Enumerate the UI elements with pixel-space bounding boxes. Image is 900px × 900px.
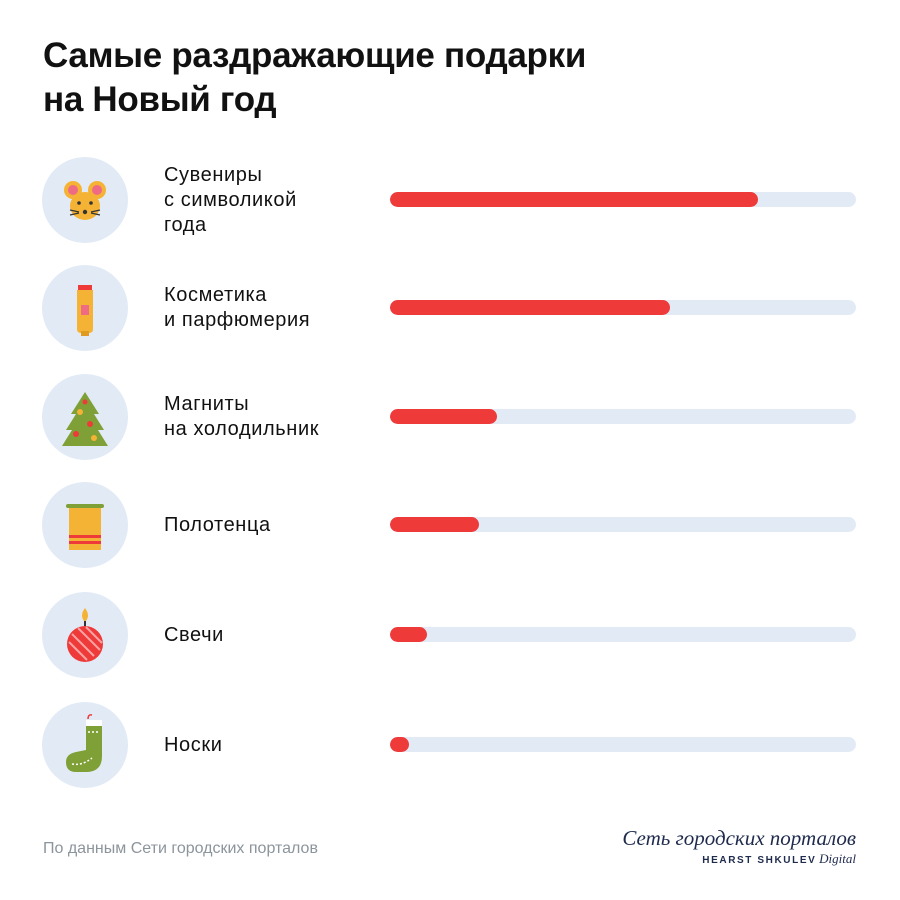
icon-circle <box>42 592 128 678</box>
bar-label: Носки <box>164 733 223 756</box>
logo-brand: HEARST SHKULEV <box>702 855 817 866</box>
icon-circle <box>42 482 128 568</box>
bar <box>390 300 670 315</box>
sock-icon <box>66 714 102 772</box>
towel-icon <box>66 504 104 550</box>
bar-label: Полотенца <box>164 513 271 536</box>
bar-row: Сувениры с символикой года <box>0 145 900 255</box>
cream-tube-icon <box>77 285 93 336</box>
logo-main-text: Сеть городских порталов <box>622 826 856 850</box>
bar-row: Свечи <box>0 580 900 690</box>
bar <box>390 409 498 424</box>
bar-track <box>390 737 856 752</box>
bar-row: Косметика и парфюмерия <box>0 253 900 363</box>
bar <box>390 737 409 752</box>
bar-row: Полотенца <box>0 470 900 580</box>
bar-row: Магниты на холодильник <box>0 362 900 472</box>
bar <box>390 192 759 207</box>
bar-label: Магниты на холодильник <box>164 393 320 440</box>
bar-track <box>390 300 856 315</box>
mouse-icon <box>64 181 106 220</box>
bar <box>390 627 428 642</box>
christmas-tree-icon <box>62 392 108 446</box>
source-note: По данным Сети городских порталов <box>43 840 318 857</box>
logo-sub: HEARST SHKULEV Digital <box>622 852 856 868</box>
candle-icon <box>67 608 103 662</box>
bar-track <box>390 192 856 207</box>
bar-label: Косметика и парфюмерия <box>164 284 311 331</box>
bar-label: Свечи <box>164 623 224 646</box>
logo-digital: Digital <box>819 851 856 866</box>
icon-circle <box>42 157 128 243</box>
chart-title: Самые раздражающие подарки на Новый год <box>43 36 587 119</box>
icon-circle <box>42 265 128 351</box>
bar-label: Сувениры с символикой года <box>164 163 297 236</box>
bar <box>390 517 479 532</box>
bar-row: Носки <box>0 690 900 800</box>
bar-track <box>390 409 856 424</box>
bar-track <box>390 517 856 532</box>
icon-circle <box>42 702 128 788</box>
icon-circle <box>42 374 128 460</box>
publisher-logo: Сеть городских порталов HEARST SHKULEV D… <box>622 826 856 868</box>
bar-track <box>390 627 856 642</box>
